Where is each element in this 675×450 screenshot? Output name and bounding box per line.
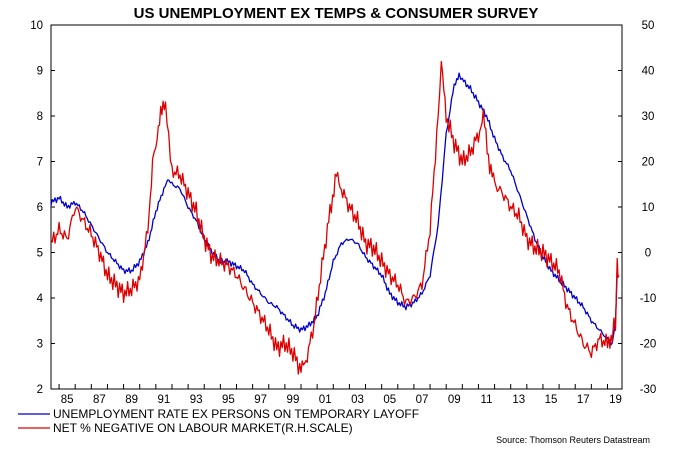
left-tick-label: 9 (37, 66, 43, 78)
left-tick-label: 5 (37, 248, 43, 260)
right-tick-label: 0 (645, 248, 651, 260)
x-tick-label: 93 (190, 394, 203, 406)
series-layer (50, 60, 620, 375)
x-axis: 85 87 89 91 93 95 97 99 01 03 05 07 09 11 13 15 17 19 (58, 384, 622, 406)
x-tick-label: 87 (93, 394, 106, 406)
x-tick-label: 85 (61, 394, 74, 406)
x-tick-label: 99 (287, 394, 300, 406)
x-tick-label: 19 (609, 394, 622, 406)
right-tick-label: 20 (642, 157, 655, 169)
legend: UNEMPLOYMENT RATE EX PERSONS ON TEMPORAR… (18, 407, 419, 435)
x-tick-label: 17 (577, 394, 590, 406)
series-line-labour-market (50, 60, 620, 375)
plot-frame (50, 24, 623, 390)
source-note: Source: Thomson Reuters Datastream (496, 435, 650, 445)
legend-label-labour-market: NET % NEGATIVE ON LABOUR MARKET(R.H.SCAL… (53, 421, 353, 435)
x-tick-label: 09 (448, 394, 461, 406)
right-tick-label: 40 (642, 66, 655, 78)
x-tick-label: 95 (222, 394, 235, 406)
right-tick-label: -30 (640, 384, 657, 396)
x-tick-label: 97 (254, 394, 267, 406)
left-tick-label: 2 (37, 384, 43, 396)
x-tick-label: 05 (383, 394, 396, 406)
left-tick-label: 4 (37, 293, 44, 305)
left-axis: 2 3 4 5 6 7 8 9 10 (30, 20, 55, 396)
right-tick-label: -20 (640, 339, 657, 351)
left-tick-label: 3 (37, 339, 43, 351)
right-tick-label: 10 (642, 202, 655, 214)
right-tick-label: -10 (640, 293, 657, 305)
left-tick-label: 6 (37, 202, 43, 214)
left-tick-label: 7 (37, 157, 43, 169)
left-tick-label: 10 (30, 20, 43, 32)
left-tick-label: 8 (37, 111, 43, 123)
series-line-unemployment (50, 72, 618, 346)
chart-title: US UNEMPLOYMENT EX TEMPS & CONSUMER SURV… (134, 5, 539, 22)
x-tick-label: 03 (351, 394, 364, 406)
right-axis: -30 -20 -10 0 10 20 30 40 50 (618, 20, 656, 396)
x-tick-label: 07 (416, 394, 429, 406)
x-tick-label: 91 (158, 394, 171, 406)
legend-label-unemployment: UNEMPLOYMENT RATE EX PERSONS ON TEMPORAR… (53, 407, 419, 421)
x-tick-label: 89 (125, 394, 138, 406)
right-tick-label: 30 (642, 111, 655, 123)
right-tick-label: 50 (642, 20, 655, 32)
x-tick-label: 01 (319, 394, 332, 406)
x-tick-label: 11 (481, 394, 493, 406)
x-tick-label: 13 (512, 394, 525, 406)
x-tick-label: 15 (545, 394, 558, 406)
